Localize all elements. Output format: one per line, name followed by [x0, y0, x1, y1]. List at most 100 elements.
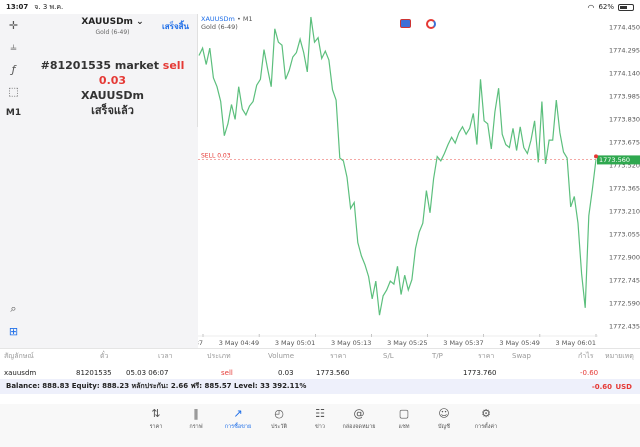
y-tick-label: 1772.745 — [609, 276, 640, 284]
x-tick-label: 3 May 04:49 — [219, 339, 259, 347]
tab-quotes[interactable]: ⇅ ราคา — [136, 406, 176, 431]
order-status: เสร็จแล้ว — [91, 104, 134, 117]
tab-trade[interactable]: ↗ การซื้อขาย — [218, 406, 258, 431]
function-icon[interactable]: ƒ — [11, 62, 16, 76]
history-icon: ◴ — [274, 406, 284, 420]
tab-label: ราคา — [149, 424, 163, 430]
balance-summary: Balance: 888.83 Equity: 888.23 หลักประกั… — [6, 382, 307, 390]
order-marker — [594, 154, 598, 159]
tab-label: ข่าว — [315, 424, 325, 430]
symbol-selector[interactable]: XAUUSDm ⌄ — [27, 17, 198, 27]
tab-account[interactable]: ☺ บัญชี — [424, 406, 464, 431]
col-symbol: สัญลักษณ์ — [4, 351, 34, 360]
tab-label: การซื้อขาย — [224, 424, 252, 430]
y-tick-label: 1772.900 — [609, 253, 640, 261]
tab-label: แชท — [398, 424, 410, 430]
col-swap: Swap — [512, 352, 531, 360]
col-sl: S/L — [383, 352, 394, 360]
indicators-icon[interactable]: ⫨ — [10, 40, 17, 53]
col-volume: Volume — [268, 352, 295, 360]
col-time: เวลา — [158, 351, 173, 360]
y-tick-label: 1773.520 — [609, 161, 640, 169]
total-profit: -0.60 — [591, 382, 612, 391]
objects-icon[interactable]: ⬚ — [8, 84, 19, 98]
battery-icon — [618, 3, 634, 11]
timeframe-button[interactable]: M1 — [5, 108, 22, 118]
price-series-line — [198, 16, 597, 316]
chart-toolbar: ✛ ⫨ ƒ ⬚ M1 ⌕ ⊞ — [0, 14, 27, 348]
x-tick-label: 3 May 05:01 — [275, 339, 315, 347]
bottom-tabbar: ⇅ ราคา ‖ กราฟ ↗ การซื้อขาย ◴ ประวัติ ☷ ข่าว @ กล่อง… — [0, 404, 640, 447]
col-tp: T/P — [432, 352, 443, 360]
x-tick-label: 3 May 04:37 — [198, 339, 203, 347]
news-icon: ☷ — [315, 406, 325, 420]
cell-type: sell — [221, 368, 233, 377]
order-type: sell 0.03 — [98, 59, 185, 87]
col-ticket: ตั๋ว — [100, 351, 109, 360]
cell-current: 1773.760 — [463, 368, 497, 377]
order-symbol: XAUUSDm — [80, 89, 145, 102]
y-tick-label: 1773.985 — [609, 92, 640, 100]
tab-history[interactable]: ◴ ประวัติ — [259, 406, 299, 431]
tab-chart[interactable]: ‖ กราฟ — [176, 406, 216, 431]
y-tick-label: 1774.450 — [609, 23, 640, 31]
symbol-label: XAUUSDm — [81, 17, 133, 27]
status-date: จ. 3 พ.ค. — [34, 2, 64, 11]
y-tick-label: 1772.435 — [609, 322, 640, 330]
chart-title: XAUUSDm • M1 — [201, 15, 253, 23]
current-price-tag — [597, 155, 640, 165]
currency-label: USD — [615, 382, 632, 391]
trade-icon: ↗ — [233, 406, 243, 420]
chart-canvas[interactable]: 1774.450 1774.295 1774.140 1773.985 1773.830… — [198, 14, 640, 348]
col-profit: กำไร — [578, 351, 594, 360]
one-click-trading-icon[interactable] — [400, 19, 411, 28]
chevron-down-icon: ⌄ — [136, 17, 144, 27]
tab-settings[interactable]: ⚙ การตั้งค่า — [466, 406, 506, 431]
cell-price: 1773.560 — [316, 368, 350, 377]
status-time: 13:07 — [6, 3, 29, 11]
cell-ticket: 81201535 — [76, 368, 112, 377]
y-tick-label: 1774.295 — [609, 46, 640, 54]
status-bar: 13:07 จ. 3 พ.ค. ◠ 62% — [0, 0, 640, 14]
quotes-icon: ⇅ — [151, 406, 161, 420]
panel-background — [27, 127, 198, 348]
tab-chat[interactable]: ▢ แชท — [384, 406, 424, 431]
table-row[interactable]: xauusdm 81201535 05.03 06:07 sell 0.03 1… — [0, 365, 640, 380]
sell-line-label: SELL 0.03 — [201, 152, 231, 159]
chart-symbol: XAUUSDm — [201, 15, 235, 23]
y-tick-label: 1773.055 — [609, 230, 640, 238]
settings-icon: ⚙ — [481, 406, 491, 420]
order-result-panel: XAUUSDm ⌄ Gold (6-49) เสร็จสิ้น #8120153… — [27, 14, 198, 127]
x-tick-label: 3 May 05:37 — [443, 339, 483, 347]
chart-mode-icon[interactable] — [426, 19, 436, 29]
balance-bar: Balance: 888.83 Equity: 888.23 หลักประกั… — [0, 379, 640, 394]
mail-icon: @ — [353, 406, 365, 420]
col-current: ราคา — [478, 351, 495, 360]
tab-news[interactable]: ☷ ข่าว — [300, 406, 340, 431]
x-tick-label: 3 May 05:49 — [499, 339, 539, 347]
price-chart[interactable]: 1774.450 1774.295 1774.140 1773.985 1773.830… — [198, 14, 640, 348]
col-type: ประเภท — [207, 351, 231, 360]
order-ticket: #81201535 market — [40, 59, 159, 72]
tab-label: ประวัติ — [270, 424, 288, 430]
cell-symbol: xauusdm — [4, 368, 37, 377]
y-tick-label: 1774.140 — [609, 69, 640, 77]
trade-panel-icon[interactable]: ⊞ — [8, 324, 19, 338]
tab-mail[interactable]: @ กล่องจดหมาย — [339, 406, 379, 431]
current-price-label: 1773.560 — [599, 156, 630, 164]
cell-time: 05.03 06:07 — [126, 368, 169, 377]
symbol-description: Gold (6-49) — [95, 29, 130, 36]
done-button[interactable]: เสร็จสิ้น — [162, 22, 189, 31]
positions-table: สัญลักษณ์ ตั๋ว เวลา ประเภท Volume ราคา S… — [0, 348, 640, 394]
order-message: #81201535 market sell 0.03 XAUUSDm เสร็จ… — [27, 58, 198, 118]
y-tick-label: 1773.830 — [609, 115, 640, 123]
col-price: ราคา — [330, 351, 347, 360]
crosshair-icon[interactable]: ✛ — [8, 18, 19, 32]
chart-timeframe: • M1 — [234, 15, 253, 23]
tab-label: กราฟ — [189, 424, 203, 430]
search-chart-icon[interactable]: ⌕ — [10, 302, 17, 315]
chart-icon: ‖ — [193, 406, 199, 420]
table-header: สัญลักษณ์ ตั๋ว เวลา ประเภท Volume ราคา S… — [0, 348, 640, 363]
tab-label: การตั้งค่า — [474, 424, 498, 430]
cell-profit: -0.60 — [580, 368, 599, 377]
